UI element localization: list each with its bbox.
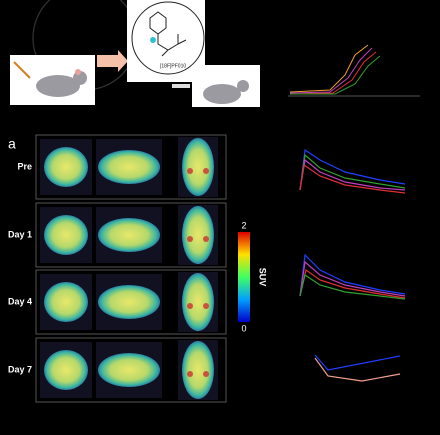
uptake-curves [288, 44, 420, 97]
kinetic-curves [299, 148, 406, 382]
syringe [172, 84, 190, 88]
axial-image [182, 206, 214, 264]
mouse-body [203, 84, 241, 104]
hotspot [187, 303, 193, 309]
axial-image [182, 138, 214, 196]
hotspot [203, 236, 209, 242]
row-label: Day 7 [8, 364, 32, 374]
hotspot [203, 371, 209, 377]
mouse-body [36, 75, 80, 97]
row-frame [35, 134, 227, 200]
sagittal-image [98, 218, 160, 252]
hotspot [187, 236, 193, 242]
hotspot [187, 168, 193, 174]
mouse-ear [75, 69, 81, 75]
fluorine-mark [150, 37, 156, 43]
colorbar-min: 0 [241, 323, 246, 333]
row-label: Pre [17, 161, 32, 171]
row-label: Day 1 [8, 229, 32, 239]
hotspot [203, 168, 209, 174]
sagittal-image [98, 150, 160, 184]
coronal-image [44, 215, 88, 255]
row-frame [35, 202, 227, 268]
syringe [13, 61, 31, 79]
arrow [97, 50, 128, 72]
colorbar-title: SUV [258, 268, 268, 287]
mouse-head [237, 80, 249, 92]
coronal-image [44, 350, 88, 390]
coronal-image [44, 282, 88, 322]
hotspot [203, 303, 209, 309]
panel-label: a [8, 136, 16, 152]
axial-image [182, 273, 214, 331]
row-frame [35, 269, 227, 335]
colorbar-max: 2 [241, 220, 246, 230]
row-frame [35, 337, 227, 403]
row-label: Day 4 [8, 296, 32, 306]
axial-image [182, 341, 214, 399]
sagittal-image [98, 285, 160, 319]
coronal-image [44, 147, 88, 187]
tracer-label: [18F]PF010 [160, 63, 186, 69]
molecule [149, 11, 187, 57]
sagittal-image [98, 353, 160, 387]
hotspot [187, 371, 193, 377]
colorbar [238, 232, 250, 322]
